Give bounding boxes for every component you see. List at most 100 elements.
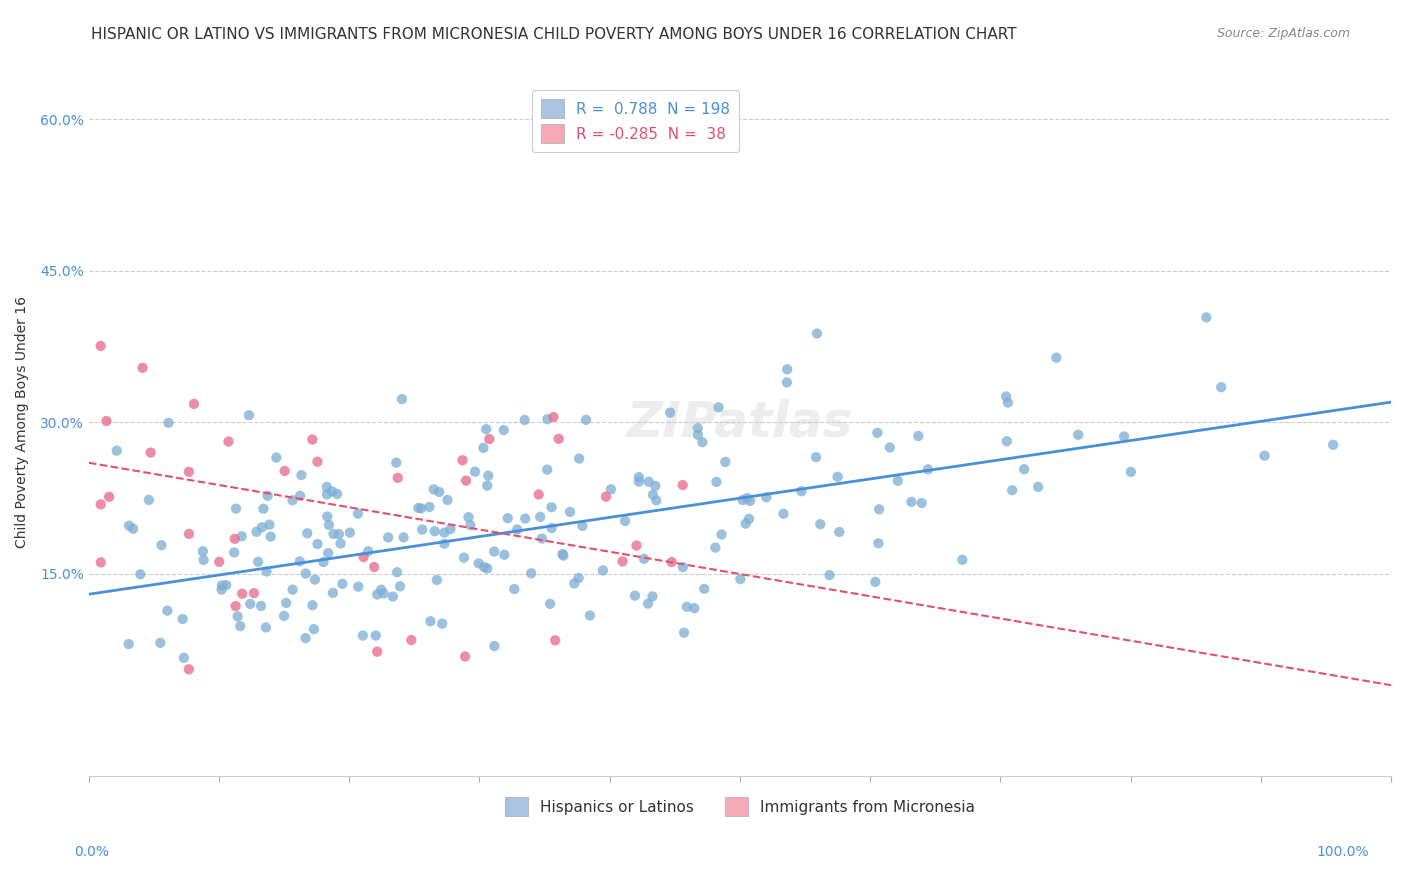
Point <box>693 582 716 596</box>
Point <box>224 545 246 559</box>
Point <box>503 582 526 596</box>
Point <box>304 573 326 587</box>
Point <box>506 523 529 537</box>
Point <box>551 547 574 561</box>
Point <box>256 489 278 503</box>
Point <box>776 376 799 390</box>
Point <box>243 586 266 600</box>
Text: 0.0%: 0.0% <box>75 846 108 859</box>
Point <box>281 582 304 597</box>
Point <box>686 421 709 435</box>
Point <box>568 571 591 585</box>
Point <box>477 561 499 575</box>
Point <box>731 493 754 508</box>
Point <box>239 597 262 611</box>
Point <box>950 553 973 567</box>
Point <box>105 443 128 458</box>
Point <box>229 619 252 633</box>
Point <box>366 587 388 601</box>
Point <box>866 425 889 440</box>
Point <box>254 620 277 634</box>
Point <box>98 490 121 504</box>
Point <box>868 536 890 550</box>
Point <box>1253 449 1275 463</box>
Point <box>353 549 375 564</box>
Point <box>433 525 456 540</box>
Point <box>118 518 141 533</box>
Point <box>515 511 537 525</box>
Point <box>122 522 145 536</box>
Point <box>259 517 281 532</box>
Point <box>644 479 666 493</box>
Point <box>641 590 664 604</box>
Point <box>672 560 695 574</box>
Point <box>328 527 350 541</box>
Point <box>322 527 344 541</box>
Point <box>738 512 761 526</box>
Point <box>633 552 655 566</box>
Point <box>661 555 683 569</box>
Point <box>373 586 395 600</box>
Point <box>294 631 316 645</box>
Point <box>600 483 623 497</box>
Point <box>454 649 477 664</box>
Point <box>118 637 141 651</box>
Point <box>627 470 650 484</box>
Point <box>193 553 215 567</box>
Point <box>274 596 297 610</box>
Point <box>139 445 162 459</box>
Point <box>321 484 343 499</box>
Point <box>326 487 349 501</box>
Point <box>478 432 501 446</box>
Point <box>315 480 337 494</box>
Point <box>177 662 200 676</box>
Point <box>995 434 1018 449</box>
Point <box>808 517 831 532</box>
Point <box>408 500 430 515</box>
Point <box>357 544 380 558</box>
Point <box>297 526 319 541</box>
Point <box>131 360 153 375</box>
Point <box>492 423 515 437</box>
Point <box>211 582 233 597</box>
Point <box>339 525 361 540</box>
Point <box>879 441 901 455</box>
Point <box>149 636 172 650</box>
Point <box>540 500 562 515</box>
Point <box>301 599 323 613</box>
Point <box>1112 429 1135 443</box>
Point <box>464 465 486 479</box>
Point <box>411 501 433 516</box>
Point <box>626 539 648 553</box>
Point <box>433 537 456 551</box>
Point <box>579 608 602 623</box>
Point <box>1195 310 1218 325</box>
Point <box>316 509 339 524</box>
Point <box>637 475 659 489</box>
Text: ZIPatlas: ZIPatlas <box>627 399 853 446</box>
Point <box>389 579 412 593</box>
Point <box>496 511 519 525</box>
Point <box>329 536 352 550</box>
Point <box>370 582 392 597</box>
Point <box>676 599 699 614</box>
Text: Source: ZipAtlas.com: Source: ZipAtlas.com <box>1216 27 1350 40</box>
Point <box>238 409 260 423</box>
Point <box>191 544 214 558</box>
Point <box>439 522 461 536</box>
Point <box>411 523 433 537</box>
Point <box>484 639 506 653</box>
Point <box>659 406 682 420</box>
Point <box>208 555 231 569</box>
Point <box>467 557 489 571</box>
Point <box>157 416 180 430</box>
Point <box>225 501 247 516</box>
Legend: Hispanics or Latinos, Immigrants from Micronesia: Hispanics or Latinos, Immigrants from Mi… <box>496 789 984 825</box>
Point <box>90 555 112 569</box>
Point <box>1012 462 1035 476</box>
Point <box>224 532 246 546</box>
Point <box>734 516 756 531</box>
Point <box>475 422 498 436</box>
Point <box>995 389 1018 403</box>
Point <box>96 414 118 428</box>
